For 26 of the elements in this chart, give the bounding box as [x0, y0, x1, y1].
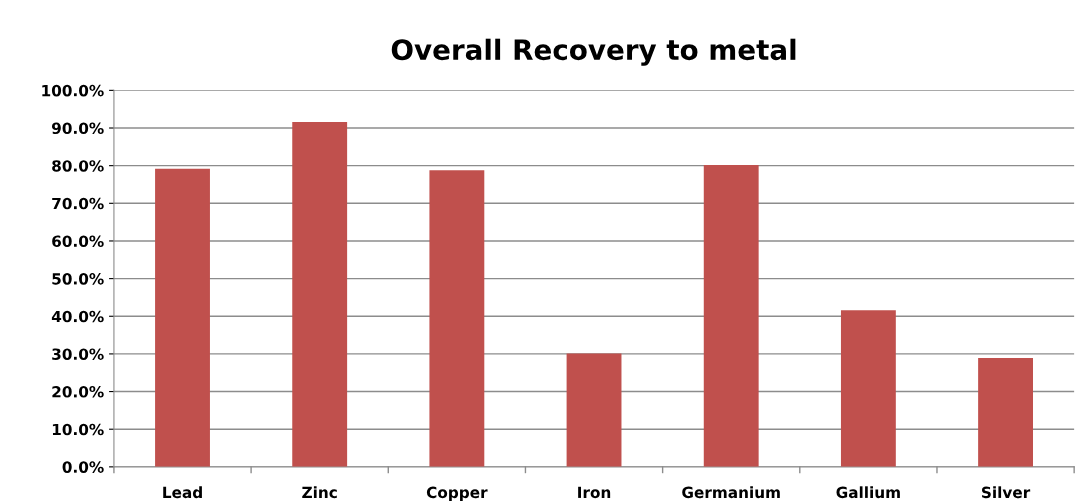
- bar: [429, 170, 485, 467]
- bar: [292, 121, 348, 467]
- y-tick-label: 10.0%: [52, 423, 104, 436]
- y-tick-label: 90.0%: [51, 122, 104, 135]
- y-tick-label: 30.0%: [52, 348, 104, 360]
- y-tick-label: 50.0%: [52, 273, 104, 285]
- y-tick-label: 40.0%: [51, 310, 104, 323]
- x-tick-label: Gallium: [836, 486, 900, 499]
- chart-title: Overall Recovery to metal: [391, 38, 796, 66]
- bar: [840, 310, 896, 467]
- x-tick-label: Copper: [426, 486, 488, 502]
- y-tick-label: 70.0%: [52, 197, 104, 210]
- x-tick-label: Silver: [981, 486, 1031, 499]
- bar: [978, 358, 1033, 467]
- bar: [703, 164, 759, 467]
- x-tick-label: Germanium: [682, 486, 780, 499]
- y-tick-label: 20.0%: [52, 386, 104, 398]
- bar: [155, 168, 210, 467]
- y-tick-label: 100.0%: [42, 84, 104, 97]
- y-tick-label: 0.0%: [62, 461, 104, 473]
- x-tick-label: Zinc: [302, 486, 337, 499]
- x-tick-label: Lead: [163, 486, 202, 499]
- x-tick-label: Iron: [578, 486, 611, 499]
- bar: [566, 353, 622, 467]
- y-tick-label: 80.0%: [52, 160, 104, 172]
- y-tick-label: 60.0%: [52, 235, 104, 247]
